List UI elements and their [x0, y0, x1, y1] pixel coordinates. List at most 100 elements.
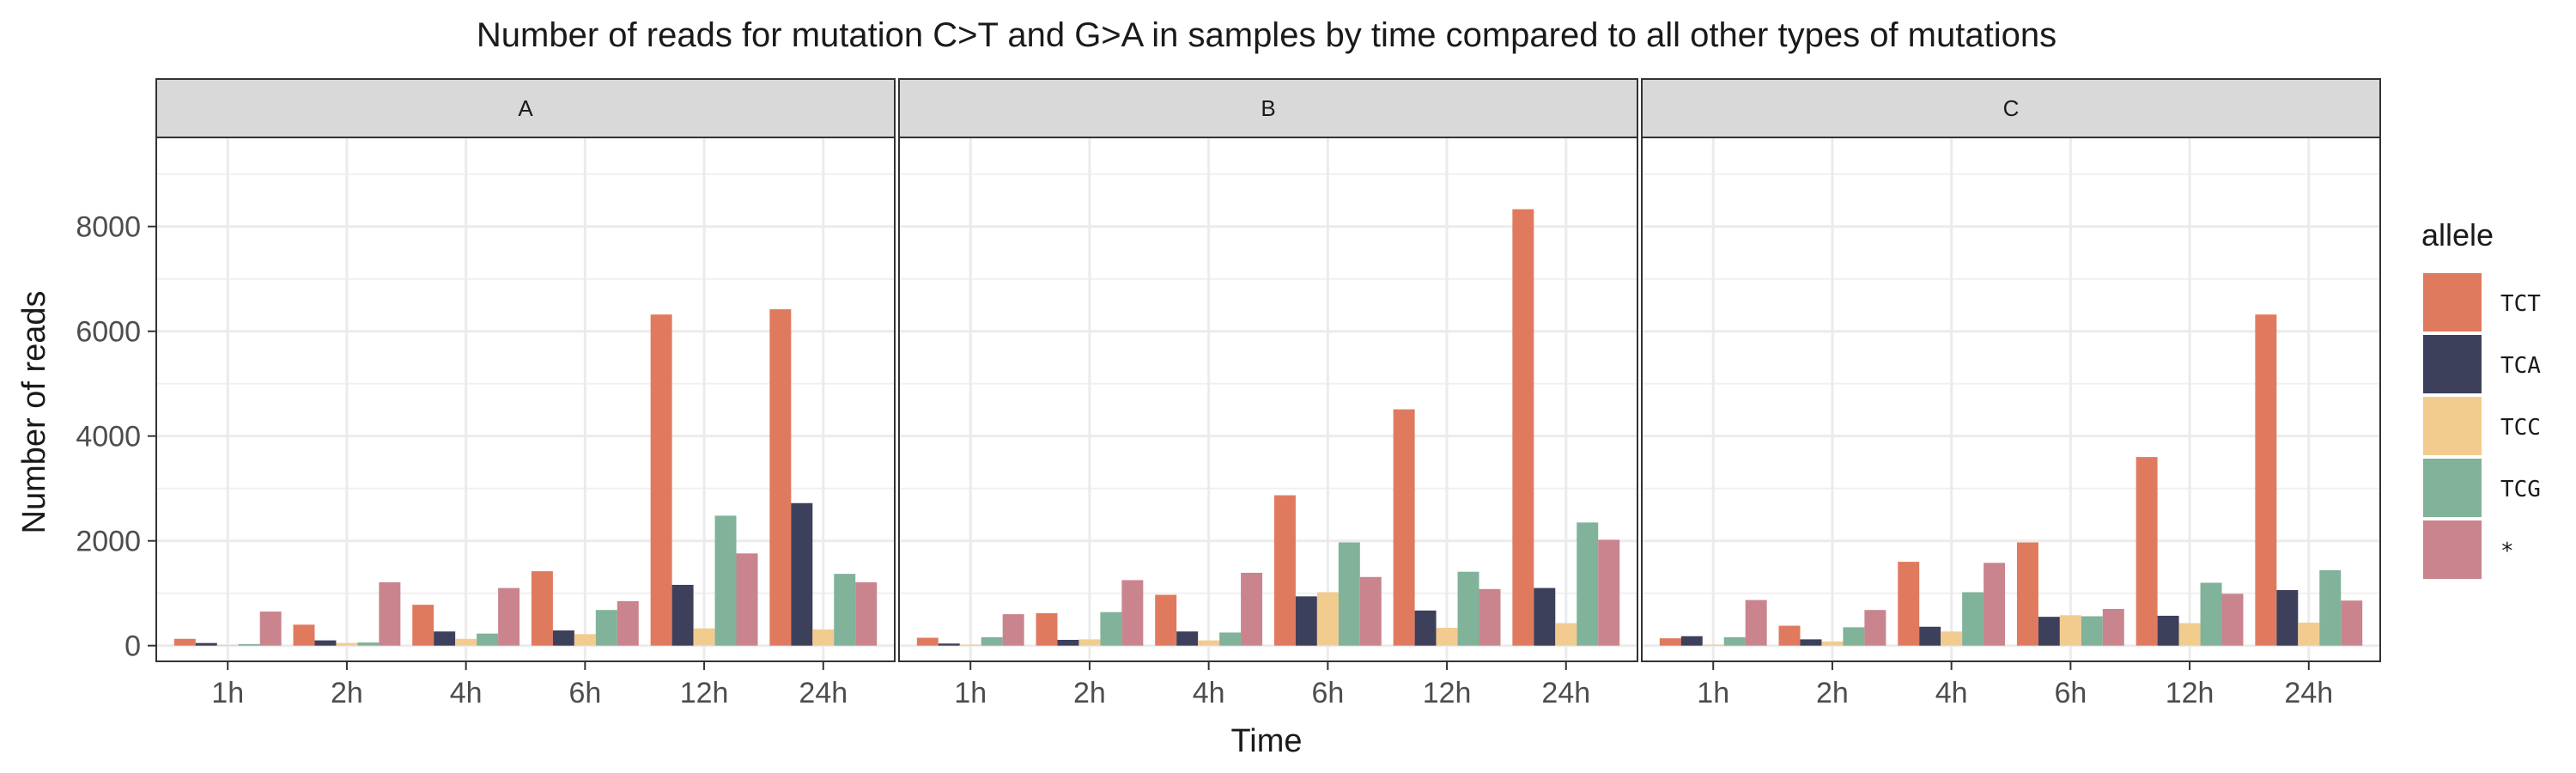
bar-C-6h-*	[2102, 609, 2124, 646]
bar-A-2h-TCA	[314, 640, 337, 646]
bar-C-12h-TCC	[2178, 623, 2201, 646]
facet-strip	[155, 78, 896, 138]
bar-C-6h-TCA	[2038, 617, 2060, 646]
bar-C-24h-TCT	[2255, 314, 2277, 646]
bar-C-4h-TCA	[1919, 626, 1941, 646]
bar-B-6h-TCC	[1316, 592, 1339, 646]
bar-A-6h-TCT	[531, 571, 553, 646]
bar-C-1h-TCC	[1702, 644, 1724, 646]
bar-C-4h-TCG	[1962, 592, 1984, 646]
bar-B-2h-TCC	[1078, 639, 1101, 646]
y-tick-label: 4000	[76, 421, 141, 453]
x-tick-label: 24h	[799, 677, 848, 709]
legend-title: allele	[2421, 217, 2494, 253]
x-tick-label: 6h	[2054, 677, 2087, 709]
bar-A-24h-TCT	[769, 309, 792, 646]
facet-panel-C: C 1h 2h 4h 6h 12h 24h	[1641, 78, 2381, 709]
x-tick-label: 1h	[1697, 677, 1729, 709]
panel-border	[155, 137, 896, 662]
bar-A-1h-TCC	[216, 644, 239, 646]
chart-title: Number of reads for mutation C>T and G>A…	[477, 16, 2057, 54]
x-tick-label: 1h	[954, 677, 987, 709]
x-tick-label: 4h	[450, 677, 483, 709]
bar-C-24h-TCG	[2319, 569, 2342, 646]
x-tick-label: 2h	[331, 677, 363, 709]
bar-C-2h-*	[1864, 610, 1886, 646]
bar-A-24h-TCG	[834, 574, 856, 646]
bar-A-2h-*	[379, 581, 401, 646]
bar-C-24h-TCC	[2298, 622, 2320, 646]
facet-strip-label: A	[518, 95, 533, 121]
y-axis-label: Number of reads	[16, 290, 52, 533]
y-tick-label: 8000	[76, 211, 141, 244]
bar-B-4h-TCT	[1155, 594, 1177, 646]
bar-A-4h-TCA	[434, 631, 456, 646]
bar-A-2h-TCC	[336, 642, 358, 646]
bar-C-6h-TCT	[2016, 542, 2038, 646]
x-tick-label: 24h	[2284, 677, 2333, 709]
x-tick-label: 12h	[1423, 677, 1472, 709]
facet-panel-A: A 1h 2h 4h 6h 12h 24h	[155, 78, 896, 709]
bar-C-2h-TCT	[1778, 625, 1801, 646]
legend-swatch-5	[2423, 520, 2482, 579]
bar-A-4h-TCC	[455, 638, 477, 646]
x-tick-label: 2h	[1073, 677, 1106, 709]
bar-A-4h-TCG	[477, 633, 499, 646]
facet-panel-B: B 1h 2h 4h 6h 12h 24h	[898, 78, 1638, 709]
bar-A-1h-TCT	[173, 638, 196, 646]
legend-label: *	[2500, 539, 2514, 564]
bar-A-1h-TCG	[238, 643, 260, 646]
bar-B-24h-*	[1598, 539, 1620, 646]
x-tick-label: 6h	[1311, 677, 1344, 709]
bar-B-6h-TCT	[1273, 495, 1296, 646]
bar-B-1h-TCT	[916, 637, 939, 646]
bar-A-12h-TCC	[693, 628, 715, 646]
bar-A-6h-TCC	[574, 634, 596, 646]
legend-label: TCG	[2500, 477, 2541, 502]
bar-B-6h-TCA	[1295, 596, 1317, 646]
bar-C-12h-*	[2221, 593, 2244, 646]
bar-B-1h-TCC	[959, 644, 981, 646]
bar-C-2h-TCG	[1843, 627, 1865, 646]
bar-B-6h-*	[1359, 576, 1382, 646]
bar-C-12h-TCT	[2136, 457, 2158, 646]
facet-strip-label: B	[1261, 95, 1275, 121]
facet-strip	[898, 78, 1638, 138]
bar-A-12h-TCG	[714, 515, 737, 646]
bar-C-1h-TCA	[1680, 636, 1703, 646]
bar-C-6h-TCC	[2059, 615, 2081, 646]
bar-C-2h-TCC	[1821, 641, 1844, 646]
bar-C-12h-TCA	[2157, 615, 2179, 646]
bar-B-12h-TCA	[1414, 610, 1437, 646]
bar-A-4h-TCT	[412, 605, 434, 646]
bar-C-4h-*	[1984, 563, 2006, 646]
bar-B-4h-*	[1241, 572, 1263, 646]
legend: allele TCT TCA TCC TCG *	[2421, 217, 2541, 579]
bar-A-12h-TCT	[650, 314, 672, 646]
y-tick-label: 6000	[76, 316, 141, 349]
bar-B-1h-TCA	[938, 643, 960, 646]
legend-swatch-4	[2423, 459, 2482, 517]
bar-A-1h-TCA	[195, 642, 217, 646]
x-tick-label: 12h	[680, 677, 729, 709]
bar-B-2h-TCA	[1057, 639, 1079, 646]
bar-B-24h-TCG	[1577, 522, 1599, 646]
y-tick-label: 0	[125, 630, 141, 663]
y-tick-label: 2000	[76, 526, 141, 558]
bar-A-24h-TCC	[812, 629, 835, 646]
legend-swatch-2	[2423, 335, 2482, 393]
bar-C-12h-TCG	[2200, 582, 2222, 646]
bar-C-24h-TCA	[2276, 590, 2299, 646]
bar-B-1h-TCG	[981, 636, 1003, 646]
legend-label: TCT	[2500, 291, 2541, 317]
bar-B-24h-TCT	[1512, 209, 1534, 646]
bar-A-24h-*	[855, 581, 878, 646]
bar-A-6h-*	[617, 600, 639, 646]
panel-border	[1641, 137, 2381, 662]
bar-B-1h-*	[1002, 614, 1024, 646]
x-tick-label: 1h	[211, 677, 244, 709]
panel-border	[898, 137, 1638, 662]
x-axis-label: Time	[1230, 723, 1302, 759]
bar-C-2h-TCA	[1800, 639, 1822, 646]
